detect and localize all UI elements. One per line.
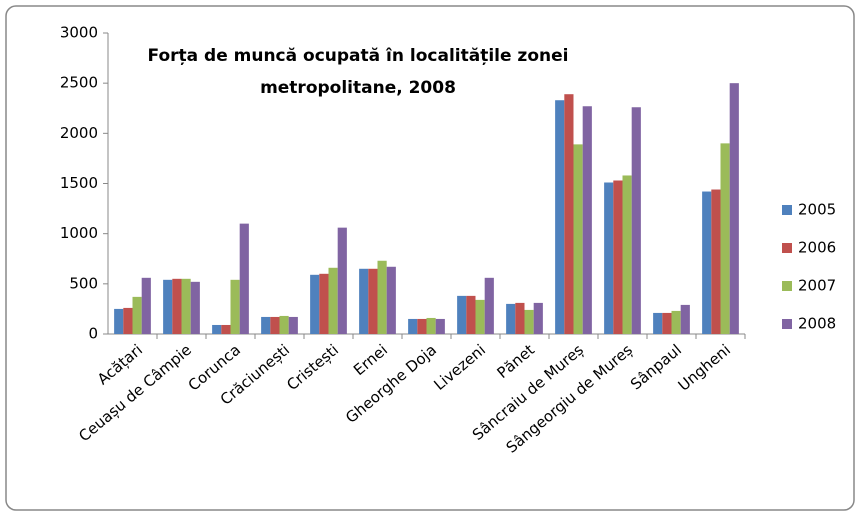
bar xyxy=(123,307,133,334)
y-tick-label: 1000 xyxy=(60,224,98,242)
bar xyxy=(533,302,543,334)
bar xyxy=(662,312,672,334)
bar xyxy=(671,310,681,334)
bar xyxy=(524,309,534,334)
bar xyxy=(408,318,418,334)
bar xyxy=(475,299,485,334)
bar xyxy=(604,182,614,334)
bar xyxy=(239,223,249,334)
bar xyxy=(279,315,289,334)
bar xyxy=(319,273,329,334)
bar xyxy=(270,316,280,334)
bar xyxy=(163,279,173,334)
legend-label: 2005 xyxy=(798,201,836,219)
bar xyxy=(190,281,200,334)
bar xyxy=(417,318,427,334)
legend-swatch xyxy=(782,243,792,253)
bar xyxy=(230,279,240,334)
bar xyxy=(457,295,467,334)
y-tick-label: 0 xyxy=(88,325,98,343)
bar xyxy=(506,303,516,334)
chart-title: Forța de muncă ocupată în localitățile z… xyxy=(148,46,569,66)
bar xyxy=(631,107,641,334)
legend-label: 2007 xyxy=(798,277,836,295)
y-tick-label: 2500 xyxy=(60,74,98,92)
legend-swatch xyxy=(782,319,792,329)
bar xyxy=(337,227,347,334)
bar xyxy=(212,324,222,334)
bar xyxy=(573,144,583,334)
bar xyxy=(328,267,338,334)
bar xyxy=(426,317,436,334)
bar xyxy=(466,295,476,334)
bar xyxy=(555,100,565,335)
bar xyxy=(729,83,739,335)
bar xyxy=(622,175,632,334)
bar xyxy=(377,260,387,334)
legend-label: 2006 xyxy=(798,239,836,257)
chart-title: metropolitane, 2008 xyxy=(260,78,456,98)
y-tick-label: 3000 xyxy=(60,24,98,42)
bar xyxy=(288,316,298,334)
bar xyxy=(221,324,231,334)
bar xyxy=(386,266,396,334)
bar xyxy=(114,308,124,334)
legend-swatch xyxy=(782,205,792,215)
bar xyxy=(711,189,721,334)
y-tick-label: 500 xyxy=(69,274,98,292)
bar xyxy=(359,268,369,334)
bar xyxy=(582,106,592,334)
bar xyxy=(653,312,663,334)
legend-swatch xyxy=(782,281,792,291)
bar xyxy=(310,274,320,334)
y-tick-label: 1500 xyxy=(60,174,98,192)
chart-border xyxy=(5,5,855,511)
bar xyxy=(720,143,730,334)
bar xyxy=(435,318,445,334)
bar xyxy=(515,302,525,334)
bar xyxy=(613,180,623,334)
bar xyxy=(564,94,574,334)
bar xyxy=(181,278,191,334)
y-tick-label: 2000 xyxy=(60,124,98,142)
bar xyxy=(172,278,182,334)
bar xyxy=(680,304,690,334)
bar xyxy=(702,191,712,334)
legend-label: 2008 xyxy=(798,315,836,333)
bar xyxy=(261,316,271,334)
bar xyxy=(484,277,494,334)
bar xyxy=(368,268,378,334)
bar xyxy=(132,296,142,334)
bar xyxy=(141,277,151,334)
